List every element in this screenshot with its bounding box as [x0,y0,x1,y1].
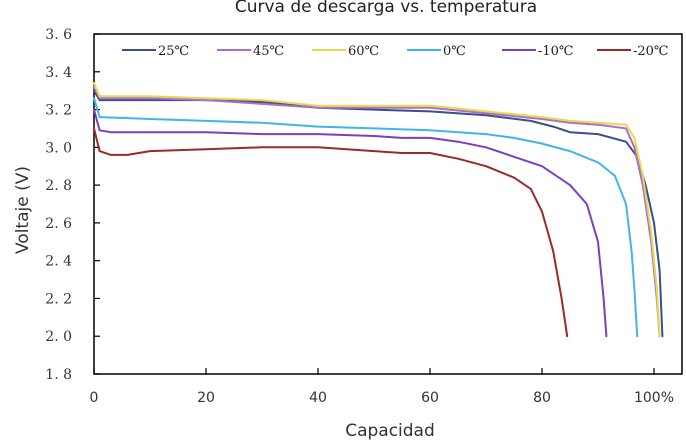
series-line-1 [93,85,661,338]
series-lines [93,82,664,338]
legend-label: -10℃ [538,44,573,59]
legend-label: -20℃ [633,44,668,59]
x-tick-label: 20 [197,390,215,406]
series-line-5 [93,127,569,338]
plot-frame [93,33,683,375]
y-axis: 1. 8 2. 0 2. 2 2. 4 2. 6 2. 8 3. 0 3. 2 3. 4 3. 6 [45,27,100,383]
legend-label: 25℃ [158,44,189,59]
y-tick-label: 3. 6 [45,27,72,43]
y-tick-label: 2. 2 [45,291,72,307]
chart-title: Curva de descarga vs. temperatura [235,0,537,17]
x-axis-title: Capacidad [345,421,435,441]
x-tick-label: 0 [90,390,99,406]
legend-label: 0℃ [443,44,466,59]
x-tick-label: 100% [634,390,674,406]
y-tick-label: 3. 4 [45,65,72,81]
y-tick-label: 3. 0 [45,140,72,156]
y-tick-label: 2. 0 [45,329,72,345]
y-tick-label: 2. 4 [45,254,72,270]
y-tick-label: 3. 2 [45,103,72,119]
legend-label: 60℃ [348,44,379,59]
series-line-3 [93,97,639,338]
x-tick-label: 80 [533,390,551,406]
y-axis-title: Voltaje (V) [13,166,33,254]
x-tick-label: 40 [309,390,327,406]
series-line-2 [93,82,661,338]
y-tick-label: 1. 8 [45,367,72,383]
y-tick-label: 2. 6 [45,216,72,232]
legend: 25℃ 45℃ 60℃ 0℃ -10℃ -20℃ [122,44,668,59]
legend-label: 45℃ [253,44,284,59]
series-line-0 [93,89,664,338]
x-tick-label: 60 [421,390,439,406]
y-tick-label: 2. 8 [45,178,72,194]
x-axis: 0 20 40 60 80 100% [90,368,674,406]
series-line-4 [93,108,608,338]
